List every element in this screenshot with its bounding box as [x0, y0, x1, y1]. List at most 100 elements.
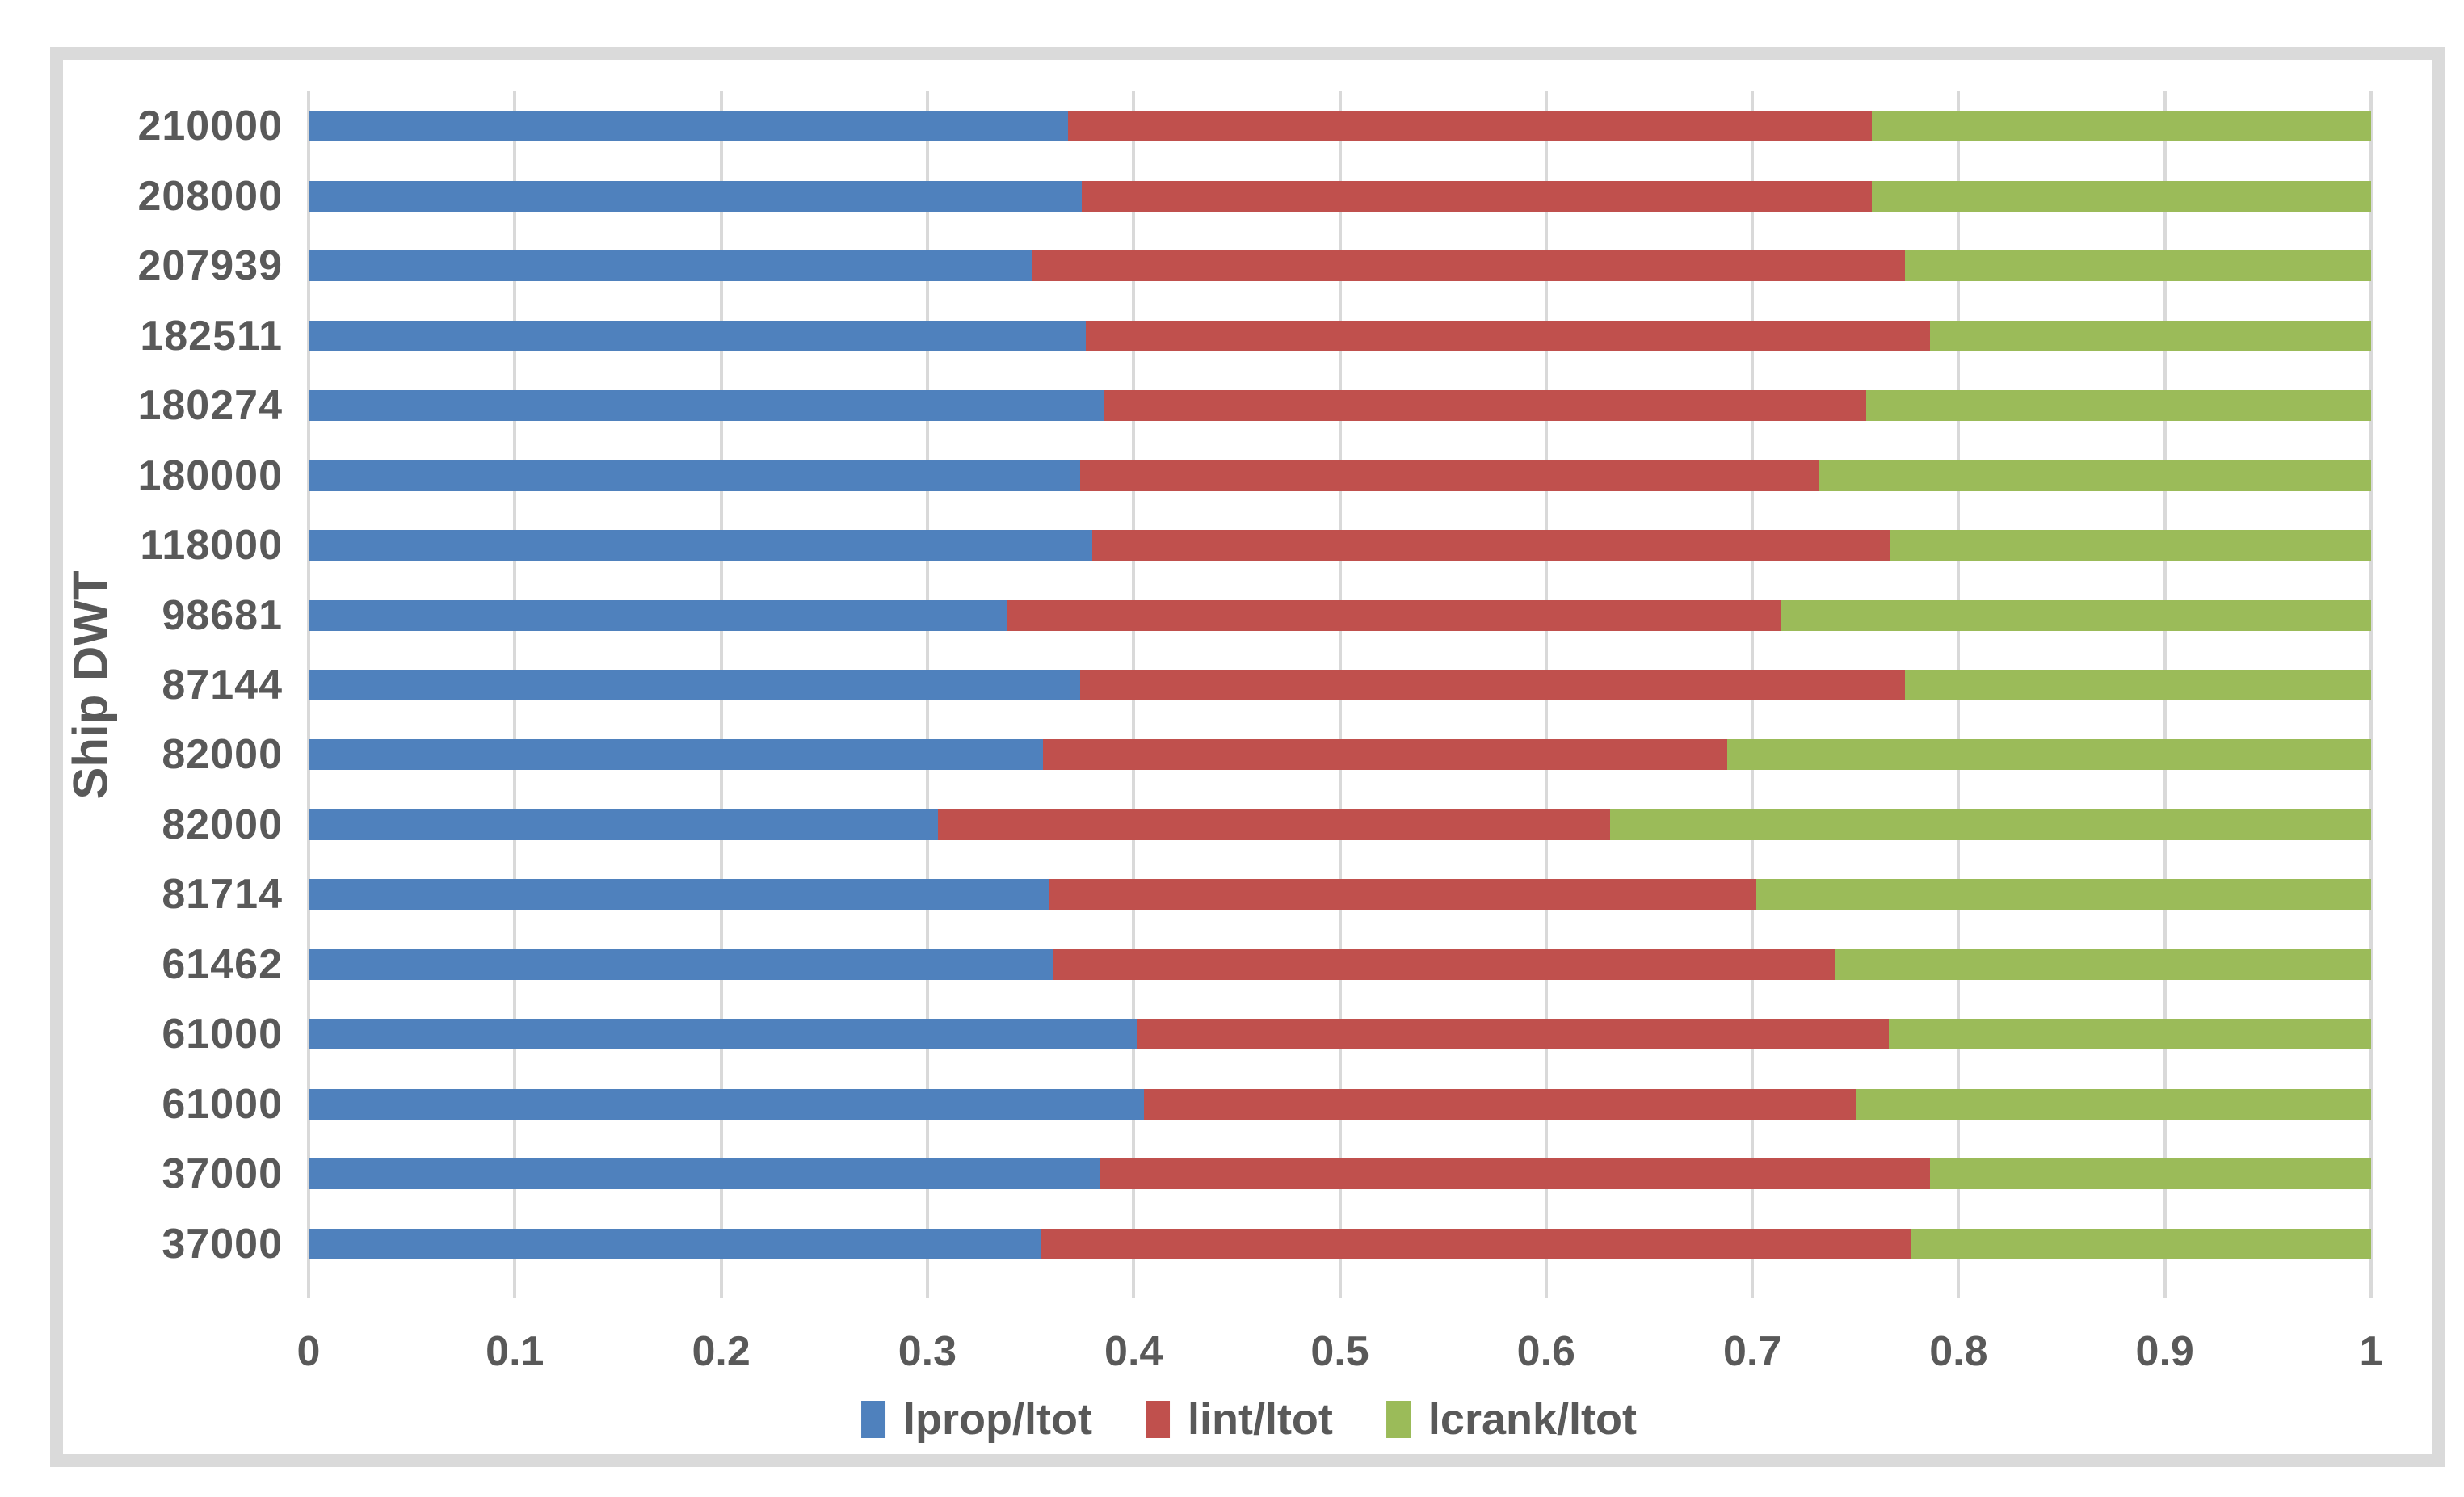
bar-segment-lint	[1092, 530, 1891, 561]
x-axis-tick-label: 0.1	[486, 1328, 545, 1375]
bar-segment-lprop	[309, 320, 1087, 351]
bar-row	[309, 580, 2371, 650]
legend: lprop/ltot lint/ltot lcrank/ltot	[861, 1394, 1637, 1444]
bar-segment-lint	[1104, 390, 1866, 422]
bar-row	[309, 371, 2371, 440]
y-axis-label: 37000	[162, 1220, 283, 1268]
x-axis-tick-label: 0.6	[1516, 1328, 1575, 1375]
bar-segment-lint	[1100, 1158, 1930, 1190]
bar-segment-lcrank	[1835, 948, 2371, 980]
x-axis-tick-label: 0.3	[898, 1328, 957, 1375]
bar-segment-lint	[1041, 1228, 1911, 1259]
bar-segment-lint	[1053, 948, 1835, 980]
bar-segment-lcrank	[1905, 669, 2371, 700]
bar-row	[309, 511, 2371, 580]
bar-row	[309, 231, 2371, 301]
y-axis-label: 61000	[162, 1011, 283, 1058]
x-axis-tick-label: 0.5	[1310, 1328, 1369, 1375]
bar-segment-lint	[1007, 599, 1781, 631]
bar-segment-lint	[1082, 180, 1873, 212]
x-axis-tick-label: 0.8	[1929, 1328, 1988, 1375]
bar-segment-lprop	[309, 1088, 1144, 1120]
bar-row	[309, 1209, 2371, 1279]
bar-row	[309, 1070, 2371, 1139]
bar-segment-lprop	[309, 948, 1053, 980]
bar-segment-lprop	[309, 460, 1080, 491]
y-axis-label: 182511	[140, 312, 283, 360]
bar-row	[309, 790, 2371, 860]
bar-segment-lint	[937, 809, 1610, 840]
bar-segment-lcrank	[1929, 320, 2371, 351]
bar-segment-lprop	[309, 1158, 1101, 1190]
stacked-bar	[309, 180, 2371, 212]
legend-item: lcrank/ltot	[1385, 1394, 1637, 1444]
legend-swatch-lint	[1145, 1401, 1170, 1438]
stacked-bar	[309, 460, 2371, 491]
y-axis-label: 61000	[162, 1080, 283, 1128]
stacked-bar	[309, 1228, 2371, 1259]
bar-row	[309, 930, 2371, 999]
bar-segment-lprop	[309, 739, 1043, 771]
bar-row	[309, 650, 2371, 720]
bar-segment-lcrank	[1872, 111, 2371, 142]
legend-item: lprop/ltot	[861, 1394, 1092, 1444]
bar-segment-lcrank	[1818, 460, 2371, 491]
bar-segment-lprop	[309, 530, 1093, 561]
bar-row	[309, 91, 2371, 161]
bar-segment-lcrank	[1727, 739, 2371, 771]
legend-swatch-lprop	[861, 1401, 886, 1438]
y-axis-label: 118000	[140, 522, 283, 570]
x-axis-tick-label: 0.2	[692, 1328, 751, 1375]
stacked-bar	[309, 1158, 2371, 1190]
stacked-bar	[309, 111, 2371, 142]
stacked-bar	[309, 809, 2371, 840]
x-axis-tick-label: 0.9	[2135, 1328, 2194, 1375]
y-axis-label: 207939	[137, 242, 283, 290]
bar-segment-lint	[1079, 669, 1905, 700]
bar-row	[309, 720, 2371, 789]
legend-swatch-lcrank	[1385, 1401, 1411, 1438]
bar-segment-lcrank	[1929, 1158, 2371, 1190]
y-axis-label: 210000	[137, 103, 283, 150]
stacked-bar	[309, 1019, 2371, 1050]
bar-segment-lprop	[309, 1019, 1138, 1050]
bar-segment-lcrank	[1890, 530, 2371, 561]
bar-segment-lprop	[309, 390, 1105, 422]
stacked-bar	[309, 320, 2371, 351]
stacked-bar	[309, 250, 2371, 282]
bar-segment-lprop	[309, 809, 938, 840]
y-axis-label: 180274	[137, 382, 283, 430]
bar-segment-lprop	[309, 879, 1049, 910]
bar-segment-lcrank	[1888, 1019, 2371, 1050]
legend-label: lcrank/ltot	[1428, 1395, 1637, 1444]
y-axis-label: 87144	[162, 661, 283, 709]
x-axis-tick-label: 0.4	[1104, 1328, 1163, 1375]
bar-segment-lint	[1042, 739, 1728, 771]
y-axis-label: 81714	[162, 871, 283, 919]
bar-segment-lcrank	[1872, 180, 2371, 212]
legend-label: lprop/ltot	[903, 1395, 1092, 1444]
bar-row	[309, 1139, 2371, 1209]
legend-item: lint/ltot	[1145, 1394, 1333, 1444]
y-axis-label: 61462	[162, 940, 283, 988]
bar-segment-lcrank	[1609, 809, 2371, 840]
bar-segment-lcrank	[1905, 250, 2371, 282]
x-axis-tick-label: 0	[296, 1328, 321, 1375]
bar-row	[309, 440, 2371, 510]
bar-row	[309, 860, 2371, 929]
bar-segment-lint	[1049, 879, 1757, 910]
bar-segment-lprop	[309, 669, 1080, 700]
bar-segment-lint	[1086, 320, 1930, 351]
stacked-bar	[309, 599, 2371, 631]
bar-rows	[309, 91, 2371, 1279]
bar-segment-lint	[1143, 1088, 1856, 1120]
bar-segment-lprop	[309, 250, 1033, 282]
bar-segment-lcrank	[1756, 879, 2371, 910]
x-axis-tick-label: 1	[2359, 1328, 2383, 1375]
bar-segment-lprop	[309, 111, 1068, 142]
x-axis-tick-label: 0.7	[1722, 1328, 1782, 1375]
y-axis-label: 180000	[137, 452, 283, 499]
bar-row	[309, 161, 2371, 230]
y-axis-label: 208000	[137, 172, 283, 220]
bar-row	[309, 999, 2371, 1069]
